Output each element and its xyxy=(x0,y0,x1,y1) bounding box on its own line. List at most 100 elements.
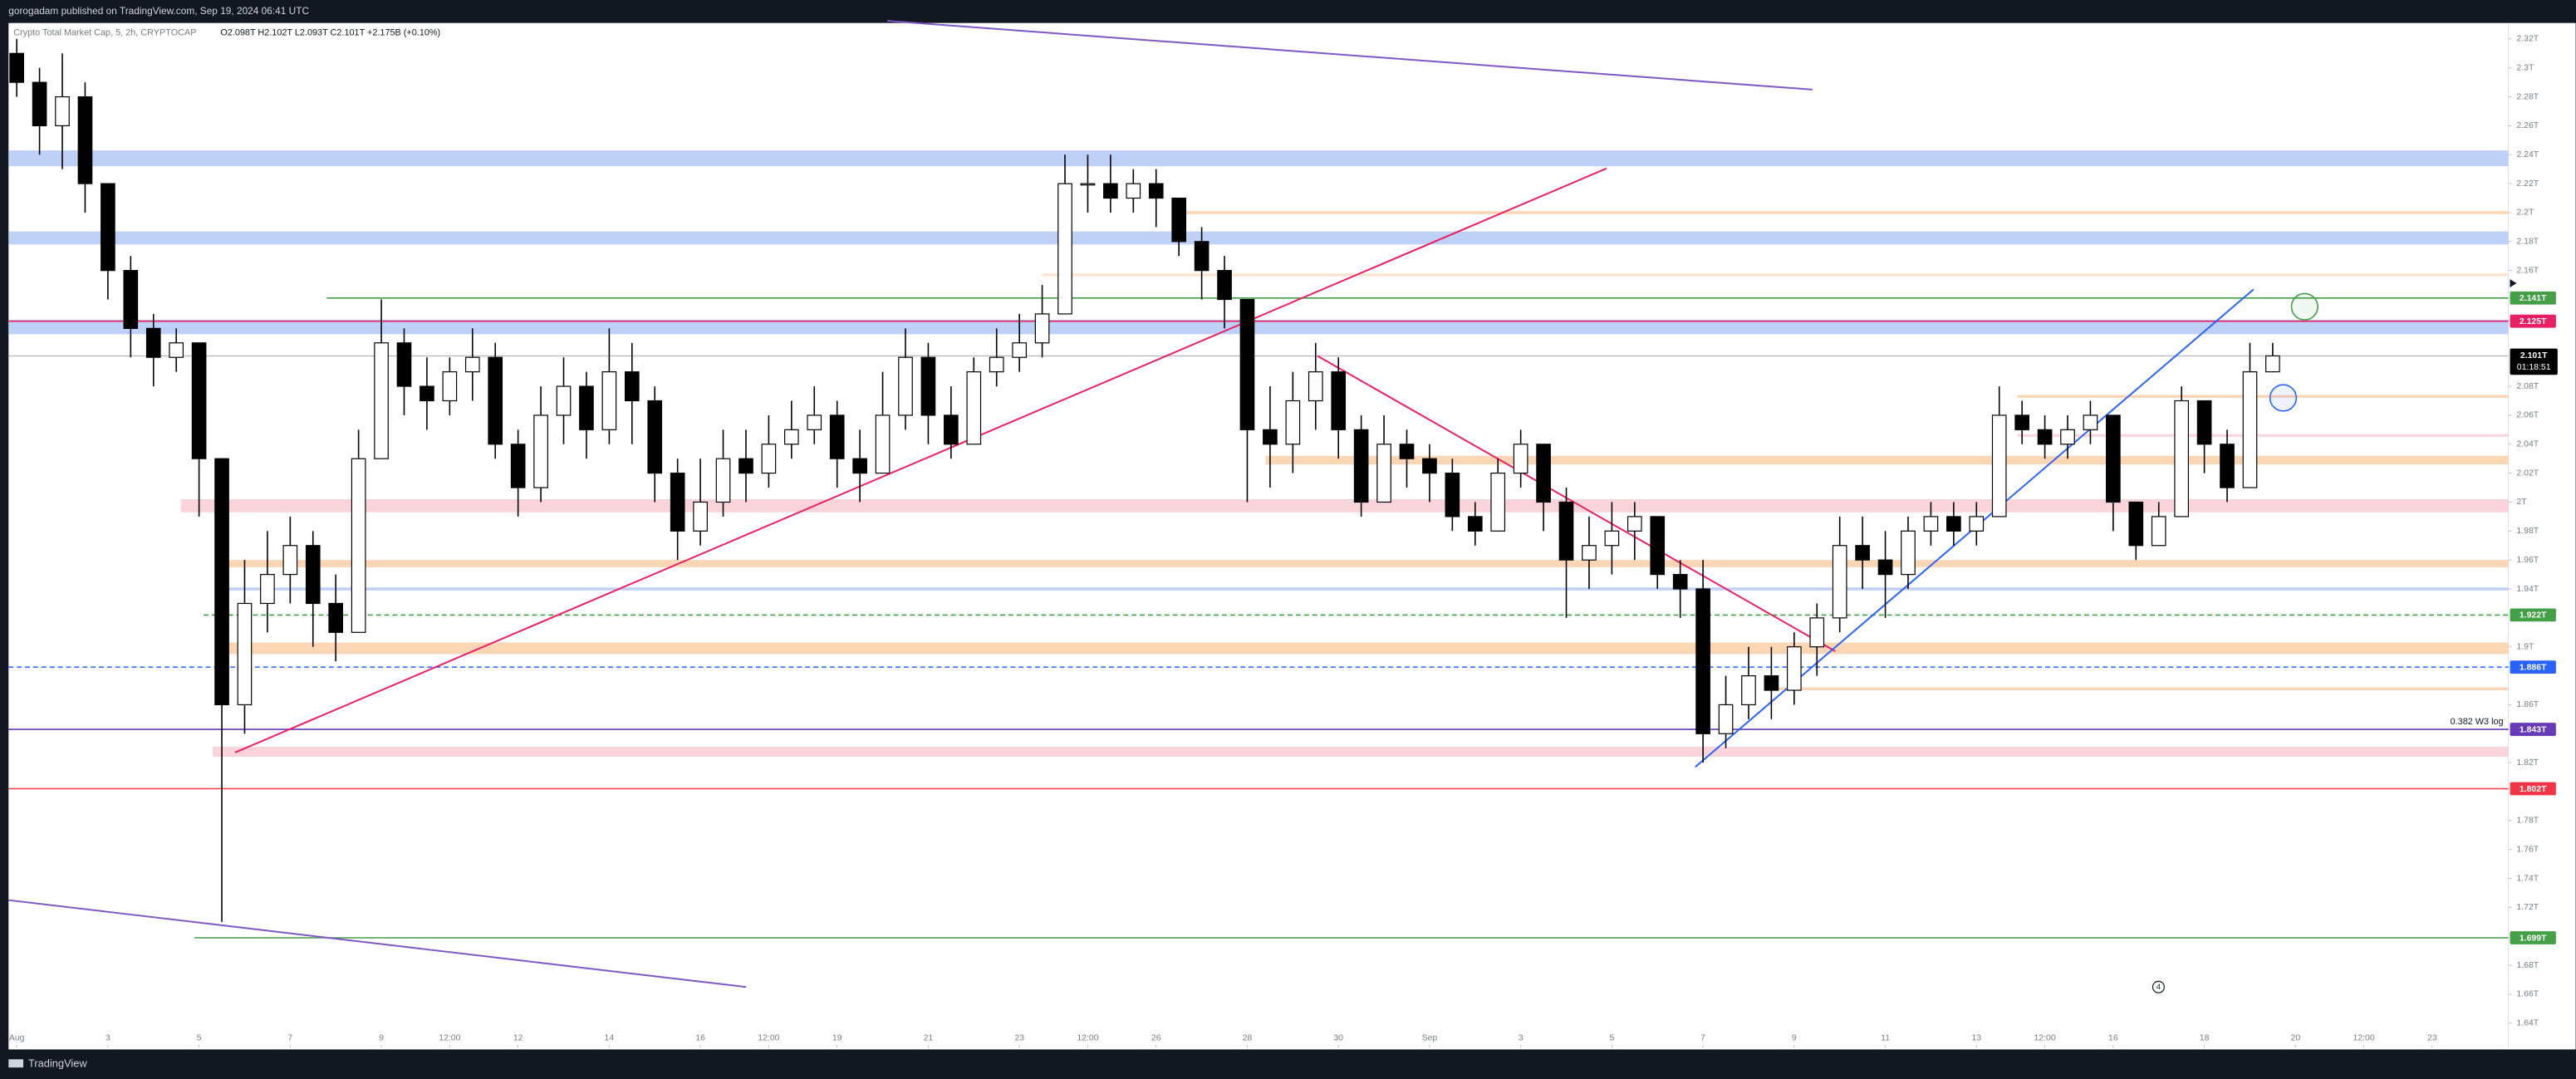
candle-body xyxy=(556,385,572,416)
candle-body xyxy=(1422,458,1437,474)
x-tick-label: 12:00 xyxy=(439,1033,460,1042)
candle-body xyxy=(1536,444,1551,503)
zone xyxy=(180,498,2509,513)
candle-body xyxy=(1969,516,1985,532)
x-tick-label: 23 xyxy=(1014,1033,1024,1042)
zone xyxy=(1174,211,2509,214)
price-badge xyxy=(2510,931,2556,944)
x-tick-label: 7 xyxy=(1700,1033,1705,1042)
price-badge xyxy=(2510,723,2556,736)
trendline xyxy=(886,20,1813,91)
ohlc-legend: O2.098T H2.102T L2.093T C2.101T +2.175B … xyxy=(220,27,440,37)
candle-body xyxy=(693,501,708,532)
candle-body xyxy=(1353,429,1369,503)
candle-body xyxy=(1877,559,1893,576)
candle-body xyxy=(328,602,344,633)
circle-annotation xyxy=(2290,292,2318,321)
candle-body xyxy=(647,400,663,474)
candle-body xyxy=(1080,183,1096,186)
zone xyxy=(8,150,2509,167)
price-badge-label: 2.125T xyxy=(2520,317,2547,326)
candle-body xyxy=(2060,429,2075,445)
candle-body xyxy=(624,371,640,402)
y-tick-label: 1.74T xyxy=(2516,874,2539,883)
zone xyxy=(8,231,2509,245)
y-tick-label: 2.02T xyxy=(2516,468,2539,478)
candle-body xyxy=(1467,516,1483,532)
candle-body xyxy=(1308,371,1323,402)
candle-body xyxy=(2151,516,2166,547)
price-badge xyxy=(2510,782,2556,796)
countdown: 01:18:51 xyxy=(2517,363,2551,372)
trendline xyxy=(234,167,1607,753)
candle-body xyxy=(214,458,229,706)
price-badge xyxy=(2510,608,2556,622)
candle-body xyxy=(2174,400,2189,517)
candle-body xyxy=(1331,371,1347,430)
candle-body xyxy=(1741,674,1756,706)
y-tick-label: 1.82T xyxy=(2516,758,2539,768)
x-tick-label: 5 xyxy=(197,1033,202,1042)
y-tick-label: 1.98T xyxy=(2516,527,2539,536)
logo-icon xyxy=(8,1059,24,1068)
x-tick-label: 18 xyxy=(2200,1033,2210,1042)
candle-body xyxy=(1787,646,1802,691)
y-tick-label: 1.68T xyxy=(2516,961,2539,970)
candle-body xyxy=(145,327,161,358)
candle-body xyxy=(1650,516,1666,576)
x-tick-label: 3 xyxy=(105,1033,110,1042)
candle-body xyxy=(1490,473,1506,532)
x-tick-label: 3 xyxy=(1519,1033,1524,1042)
candle-body xyxy=(351,458,366,633)
candle-body xyxy=(2037,429,2053,445)
candle-body xyxy=(670,473,685,532)
axis-arrow xyxy=(2510,279,2517,288)
candle-body xyxy=(1582,545,1597,561)
y-tick-label: 1.76T xyxy=(2516,845,2539,854)
y-tick-label: 1.86T xyxy=(2516,700,2539,709)
x-tick-label: 30 xyxy=(1333,1033,1343,1042)
candle-body xyxy=(989,356,1004,373)
y-tick-label: 2.26T xyxy=(2516,121,2539,130)
candle-body xyxy=(738,458,753,474)
x-tick-label: 12:00 xyxy=(758,1033,779,1042)
footer-logo: TradingView xyxy=(8,1057,87,1070)
candle-body xyxy=(966,371,982,445)
y-tick-label: 1.94T xyxy=(2516,585,2539,594)
x-tick-label: 16 xyxy=(2108,1033,2118,1042)
y-tick-label: 2.24T xyxy=(2516,150,2539,159)
candle-body xyxy=(1034,313,1050,344)
y-tick-label: 2.18T xyxy=(2516,238,2539,247)
candle-body xyxy=(944,414,959,445)
y-tick-label: 2.32T xyxy=(2516,35,2539,44)
candle-body xyxy=(1809,617,1825,648)
price-badge xyxy=(2510,314,2556,328)
circle-annotation xyxy=(2269,384,2298,412)
y-tick-label: 2.2T xyxy=(2516,208,2534,218)
price-badge-label: 1.802T xyxy=(2520,785,2547,794)
candle-body xyxy=(374,342,389,459)
candle-body xyxy=(1399,444,1415,459)
candle-body xyxy=(2242,371,2258,488)
last-price-badge xyxy=(2510,348,2558,375)
y-tick-label: 2.06T xyxy=(2516,411,2539,420)
candle-body xyxy=(920,356,936,416)
publisher: gorogadam published on TradingView.com, … xyxy=(8,5,309,17)
y-tick-label: 1.72T xyxy=(2516,903,2539,912)
x-tick-label: 16 xyxy=(695,1033,705,1042)
trendline xyxy=(1317,355,1836,652)
plot-background xyxy=(8,22,2576,1050)
candle-body xyxy=(1239,298,1255,430)
candle-body xyxy=(1012,342,1027,358)
candle-body xyxy=(1558,501,1574,561)
candle-body xyxy=(1695,588,1710,734)
candle-body xyxy=(488,356,503,445)
candle-body xyxy=(237,602,253,706)
candle-body xyxy=(761,444,777,474)
candle-body xyxy=(32,81,47,126)
candle-body xyxy=(55,96,70,126)
candle-body xyxy=(852,458,867,474)
candle-body xyxy=(875,414,891,474)
y-tick-label: 2.08T xyxy=(2516,382,2539,391)
candle-body xyxy=(1923,516,1939,532)
